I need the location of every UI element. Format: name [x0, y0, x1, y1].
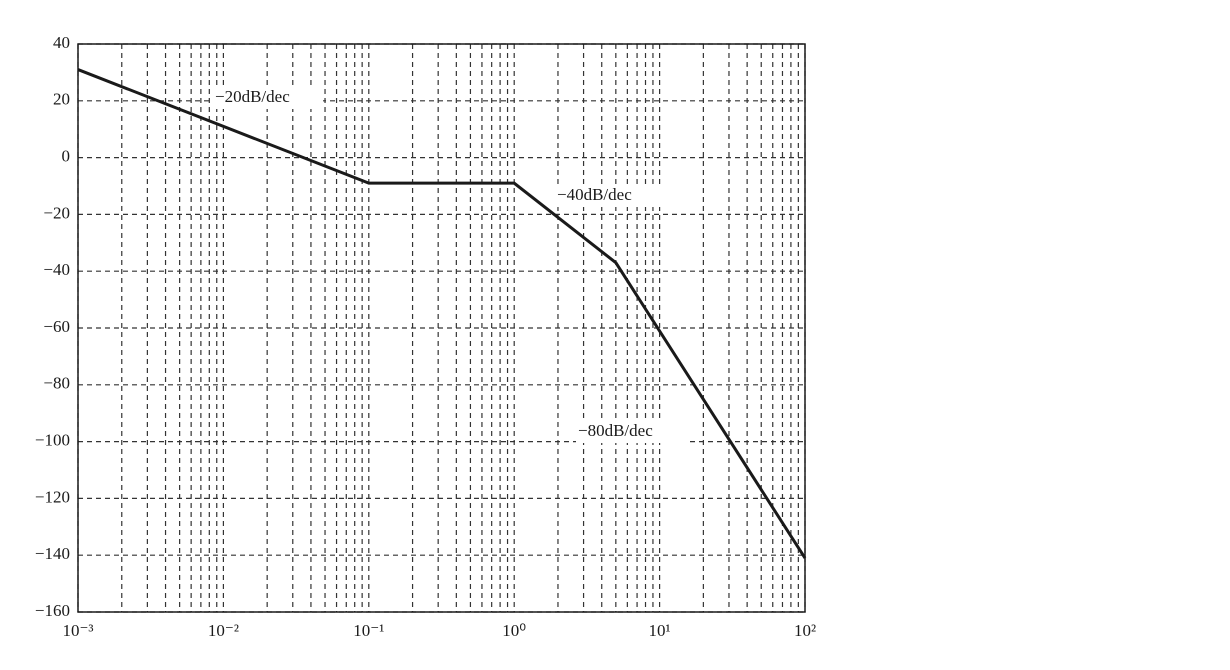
y-tick-label: −160: [35, 601, 70, 620]
y-tick-label: 20: [53, 90, 70, 109]
annotation: −20dB/dec: [215, 87, 290, 106]
x-tick-label: 10⁰: [502, 621, 526, 640]
annotation: −40dB/dec: [557, 185, 632, 204]
x-tick-label: 10⁻²: [208, 621, 239, 640]
y-tick-label: −80: [43, 374, 70, 393]
y-tick-label: 0: [62, 147, 71, 166]
annotation-bg: [576, 421, 686, 443]
y-tick-label: −20: [43, 203, 70, 222]
plot-frame: [77, 43, 806, 613]
y-tick-label: −40: [43, 260, 70, 279]
y-tick-label: −60: [43, 317, 70, 336]
y-tick-label: −140: [35, 544, 70, 563]
x-tick-label: 10⁻¹: [353, 621, 384, 640]
x-tick-label: 10⁻³: [62, 621, 93, 640]
y-tick-label: 40: [53, 33, 70, 52]
x-tick-label: 10²: [794, 621, 816, 640]
line: [77, 68, 807, 559]
y-tick-label: −120: [35, 487, 70, 506]
annotation: −80dB/dec: [578, 421, 653, 440]
annotation-bg: [555, 185, 665, 207]
y-tick-label: −100: [35, 431, 70, 450]
x-tick-label: 10¹: [649, 621, 671, 640]
annotation-bg: [213, 87, 323, 109]
